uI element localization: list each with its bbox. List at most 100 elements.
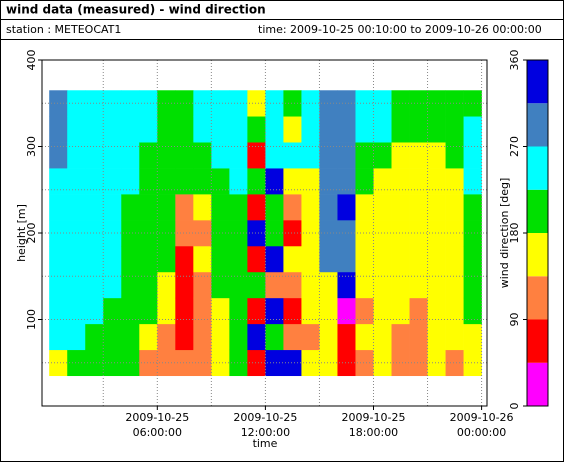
heatmap-cell [85, 323, 104, 351]
heatmap-cell [67, 220, 86, 247]
heatmap-cell [157, 142, 176, 169]
heatmap-cell [463, 194, 482, 221]
heatmap-cell [139, 168, 158, 195]
heatmap-cell [391, 116, 410, 143]
heatmap-cell [337, 349, 356, 377]
heatmap-cell [265, 349, 284, 377]
heatmap-cell [319, 220, 338, 247]
heatmap-cell [373, 245, 392, 273]
plot-frame [41, 59, 488, 407]
heatmap-cell [427, 297, 446, 325]
colorbar-band [527, 362, 548, 406]
heatmap-cell [337, 168, 356, 195]
heatmap-cell [229, 194, 248, 221]
x-tick-label: 2009-10-25 12:00:00 [233, 411, 297, 439]
heatmap-cell [247, 271, 266, 299]
heatmap-cell [175, 116, 194, 143]
heatmap-cell [49, 323, 68, 351]
heatmap-cell [175, 168, 194, 195]
heatmap-cell [337, 245, 356, 273]
heatmap-cell [391, 297, 410, 325]
heatmap-cell [409, 271, 428, 299]
heatmap-cell [409, 90, 428, 117]
heatmap-cell [319, 297, 338, 325]
heatmap-cell [121, 142, 140, 169]
heatmap-cell [409, 297, 428, 325]
heatmap-cell [265, 194, 284, 221]
heatmap-cell [265, 323, 284, 351]
heatmap-cell [355, 297, 374, 325]
heatmap-cell [103, 323, 122, 351]
heatmap-cell [229, 168, 248, 195]
heatmap-cell [373, 168, 392, 195]
heatmap-cell [157, 194, 176, 221]
heatmap-cell [49, 90, 68, 117]
heatmap-cell [409, 245, 428, 273]
colorbar-tick-label: 0 [508, 403, 521, 410]
colorbar-tick-label: 90 [508, 313, 521, 327]
heatmap-cell [247, 168, 266, 195]
heatmap-cell [355, 271, 374, 299]
heatmap-cell [139, 323, 158, 351]
heatmap-cell [427, 323, 446, 351]
heatmap-cell [103, 90, 122, 117]
heatmap-cell [67, 116, 86, 143]
heatmap-cell [229, 297, 248, 325]
heatmap-cell [85, 90, 104, 117]
heatmap-cell [337, 323, 356, 351]
heatmap-cell [175, 323, 194, 351]
heatmap-cell [193, 168, 212, 195]
heatmap-cell [427, 245, 446, 273]
heatmap-cell [265, 245, 284, 273]
heatmap-cell [463, 142, 482, 169]
heatmap-cell [301, 194, 320, 221]
heatmap-cell [193, 271, 212, 299]
heatmap-cell [193, 245, 212, 273]
heatmap-cell [211, 323, 230, 351]
heatmap-cell [301, 271, 320, 299]
heatmap-cell [283, 168, 302, 195]
heatmap-cell [445, 194, 464, 221]
heatmap-cell [49, 194, 68, 221]
heatmap-cell [229, 271, 248, 299]
heatmap-cell [85, 116, 104, 143]
x-axis-title: time [253, 437, 278, 450]
heatmap-cell [301, 349, 320, 377]
heatmap-cell [211, 168, 230, 195]
heatmap-cell [157, 116, 176, 143]
heatmap-cell [427, 168, 446, 195]
heatmap-cell [355, 142, 374, 169]
heatmap-cell [247, 142, 266, 169]
heatmap-cell [103, 297, 122, 325]
heatmap-cell [49, 297, 68, 325]
heatmap-cell [139, 349, 158, 377]
heatmap-cell [229, 323, 248, 351]
heatmap-cell [193, 194, 212, 221]
heatmap-cell [265, 271, 284, 299]
heatmap-cell [139, 194, 158, 221]
heatmap-cell [193, 297, 212, 325]
heatmap-cell [391, 142, 410, 169]
heatmap-cell [409, 142, 428, 169]
heatmap-cell [373, 90, 392, 117]
heatmap-cell [121, 245, 140, 273]
heatmap-cell [391, 245, 410, 273]
heatmap-cell [355, 349, 374, 377]
heatmap-cell [337, 90, 356, 117]
y-axis-title: height [m] [15, 204, 28, 262]
heatmap-cell [193, 220, 212, 247]
heatmap-cell [391, 168, 410, 195]
heatmap-cell [319, 90, 338, 117]
heatmap-cell [319, 194, 338, 221]
heatmap-cell [301, 220, 320, 247]
x-tick-label: 2009-10-25 18:00:00 [342, 411, 406, 439]
heatmap-cell [85, 271, 104, 299]
heatmap-cell [265, 168, 284, 195]
heatmap-cell [409, 168, 428, 195]
heatmap-cell [355, 323, 374, 351]
x-tick-label: 2009-10-25 06:00:00 [125, 411, 189, 439]
heatmap-cell [175, 142, 194, 169]
heatmap-cell [157, 220, 176, 247]
heatmap-cell [391, 349, 410, 377]
heatmap-cell [157, 349, 176, 377]
